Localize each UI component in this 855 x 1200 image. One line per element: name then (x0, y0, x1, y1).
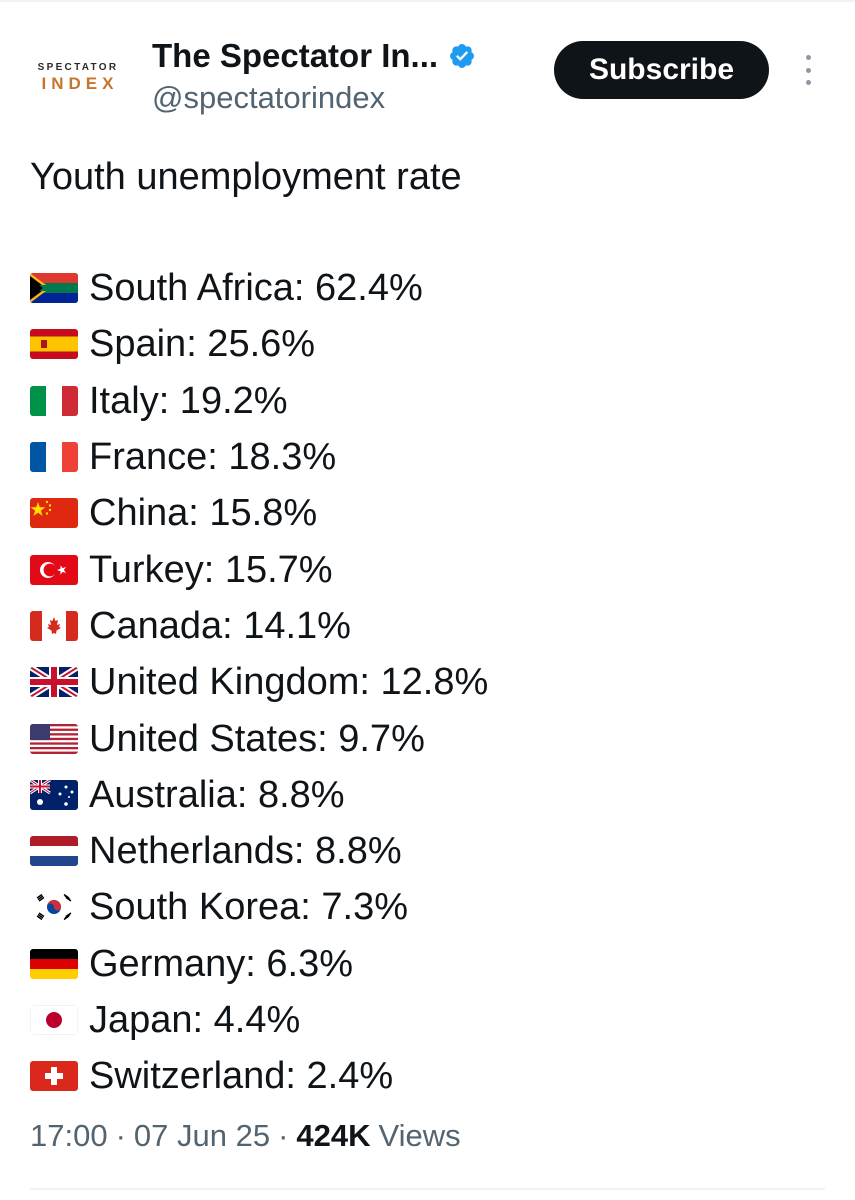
more-dot (805, 67, 811, 73)
south-korea-flag-icon (30, 892, 78, 923)
more-options-icon[interactable] (796, 52, 820, 88)
italy-flag-icon (30, 385, 78, 416)
tweet-header: SPECTATOR INDEX The Spectator In... @spe… (0, 0, 855, 130)
australia-flag-icon (30, 779, 78, 810)
tweet-time[interactable]: 17:00 (30, 1118, 108, 1153)
handle[interactable]: @spectatorindex (152, 80, 386, 115)
list-item-text: Spain: 25.6% (89, 323, 316, 366)
meta-separator: · (278, 1118, 289, 1153)
avatar-line2: INDEX (41, 74, 119, 93)
avatar[interactable]: SPECTATOR INDEX (28, 58, 128, 98)
display-name[interactable]: The Spectator In... (152, 37, 439, 74)
list-item-text: Turkey: 15.7% (89, 548, 333, 591)
list-item: South Africa: 62.4% (30, 260, 830, 316)
list-item: Canada: 14.1% (30, 598, 830, 654)
views-label: Views (378, 1118, 461, 1153)
list-item: United States: 9.7% (30, 710, 830, 766)
list-item-text: South Korea: 7.3% (89, 886, 408, 929)
name-row: The Spectator In... (152, 36, 476, 76)
list-item-text: Italy: 19.2% (89, 379, 288, 422)
avatar-line1: SPECTATOR (37, 62, 119, 73)
more-dot (805, 55, 811, 60)
list-item: Switzerland: 2.4% (30, 1048, 830, 1104)
views-count[interactable]: 424K (296, 1118, 371, 1153)
bottom-divider (30, 1188, 825, 1190)
list-item-text: United States: 9.7% (89, 717, 425, 760)
list-item-text: Australia: 8.8% (89, 773, 345, 816)
list-item-text: China: 15.8% (89, 492, 318, 535)
list-item: Spain: 25.6% (30, 316, 830, 372)
tweet-list: South Africa: 62.4% Spain: 25.6% Italy: … (30, 260, 830, 1104)
list-item: Australia: 8.8% (30, 767, 830, 823)
tweet-intro: Youth unemployment rate (30, 156, 462, 198)
verified-badge-icon[interactable] (448, 42, 476, 70)
list-item-text: Canada: 14.1% (89, 604, 351, 647)
list-item-text: Netherlands: 8.8% (89, 830, 402, 873)
list-item: China: 15.8% (30, 485, 830, 541)
tweet-meta: 17:00 · 07 Jun 25 · 424K Views (30, 1118, 461, 1154)
list-item-text: Germany: 6.3% (89, 942, 353, 985)
japan-flag-icon (30, 1005, 78, 1035)
list-item-text: South Africa: 62.4% (89, 267, 423, 310)
germany-flag-icon (30, 948, 78, 979)
list-item-text: United Kingdom: 12.8% (89, 661, 489, 704)
list-item: Netherlands: 8.8% (30, 823, 830, 879)
china-flag-icon (30, 498, 78, 529)
united-states-flag-icon (30, 723, 78, 754)
list-item: United Kingdom: 12.8% (30, 654, 830, 710)
turkey-flag-icon (30, 554, 78, 585)
list-item: Japan: 4.4% (30, 992, 830, 1048)
tweet-text: Youth unemployment rate South Africa: 62… (30, 150, 830, 1104)
list-item-text: Switzerland: 2.4% (89, 1055, 394, 1098)
list-item: Germany: 6.3% (30, 936, 830, 992)
list-item-text: France: 18.3% (89, 436, 337, 479)
list-item-text: Japan: 4.4% (89, 999, 301, 1041)
canada-flag-icon (30, 610, 78, 641)
switzerland-flag-icon (30, 1061, 78, 1092)
united-kingdom-flag-icon (30, 667, 78, 698)
more-dot (805, 80, 811, 85)
tweet-date[interactable]: 07 Jun 25 (133, 1118, 271, 1153)
top-divider (0, 0, 855, 2)
list-item: South Korea: 7.3% (30, 879, 830, 935)
south-africa-flag-icon (30, 273, 78, 304)
netherlands-flag-icon (30, 836, 78, 867)
list-item: Italy: 19.2% (30, 373, 830, 429)
subscribe-button[interactable]: Subscribe (554, 41, 769, 99)
spain-flag-icon (30, 329, 78, 360)
list-item: Turkey: 15.7% (30, 541, 830, 597)
meta-separator: · (115, 1118, 126, 1153)
list-item: France: 18.3% (30, 429, 830, 485)
france-flag-icon (30, 442, 78, 473)
